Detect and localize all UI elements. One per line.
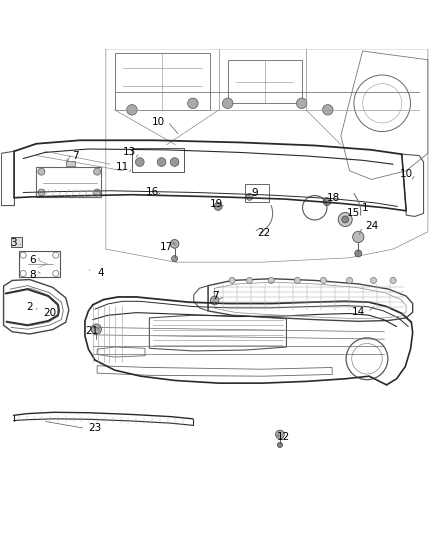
Text: 21: 21 — [85, 326, 99, 336]
Circle shape — [135, 158, 144, 166]
Circle shape — [94, 189, 101, 196]
Circle shape — [321, 277, 326, 284]
Text: 19: 19 — [210, 199, 223, 209]
Circle shape — [277, 442, 283, 448]
Circle shape — [229, 277, 235, 284]
Circle shape — [223, 98, 233, 109]
Text: 22: 22 — [257, 228, 270, 238]
Circle shape — [346, 277, 353, 284]
Bar — [19, 251, 60, 277]
Circle shape — [157, 158, 166, 166]
Text: 13: 13 — [123, 148, 136, 157]
Circle shape — [294, 277, 300, 284]
Text: 6: 6 — [29, 255, 36, 265]
Circle shape — [91, 324, 102, 334]
Text: 15: 15 — [347, 208, 360, 219]
Circle shape — [338, 213, 352, 227]
Text: 4: 4 — [97, 268, 104, 278]
Circle shape — [94, 168, 101, 175]
Circle shape — [127, 104, 137, 115]
Text: 17: 17 — [160, 242, 173, 252]
Text: 16: 16 — [146, 187, 159, 197]
Text: 7: 7 — [212, 291, 219, 301]
Text: 10: 10 — [152, 117, 165, 126]
Circle shape — [323, 198, 331, 206]
Circle shape — [172, 256, 178, 262]
Circle shape — [187, 98, 198, 109]
Circle shape — [247, 277, 253, 284]
Bar — [245, 184, 269, 202]
Circle shape — [297, 98, 307, 109]
Bar — [66, 161, 75, 166]
Circle shape — [170, 239, 179, 248]
Bar — [36, 167, 102, 197]
Circle shape — [371, 277, 377, 284]
Text: 11: 11 — [116, 162, 129, 172]
Circle shape — [342, 216, 349, 223]
Circle shape — [214, 203, 222, 211]
Circle shape — [322, 104, 333, 115]
Bar — [11, 237, 22, 247]
Circle shape — [246, 193, 253, 200]
Circle shape — [210, 296, 219, 305]
Text: 12: 12 — [277, 432, 290, 442]
Circle shape — [38, 168, 45, 175]
Text: 8: 8 — [29, 270, 36, 280]
Text: 23: 23 — [88, 423, 102, 433]
Circle shape — [276, 430, 284, 439]
Bar — [115, 53, 210, 110]
Circle shape — [170, 158, 179, 166]
Text: 3: 3 — [10, 238, 17, 247]
Circle shape — [355, 250, 362, 257]
Circle shape — [38, 189, 45, 196]
Text: 1: 1 — [362, 203, 368, 213]
Text: 14: 14 — [352, 307, 365, 317]
Bar — [132, 148, 184, 172]
Text: 20: 20 — [43, 308, 57, 318]
Text: 7: 7 — [72, 151, 79, 161]
Text: 18: 18 — [326, 193, 339, 203]
Text: 10: 10 — [399, 169, 413, 179]
Bar — [228, 60, 302, 103]
Circle shape — [353, 231, 364, 243]
Circle shape — [390, 277, 396, 284]
Text: 2: 2 — [26, 302, 33, 312]
Text: 9: 9 — [251, 188, 258, 198]
Text: 24: 24 — [366, 221, 379, 231]
Circle shape — [268, 277, 274, 284]
